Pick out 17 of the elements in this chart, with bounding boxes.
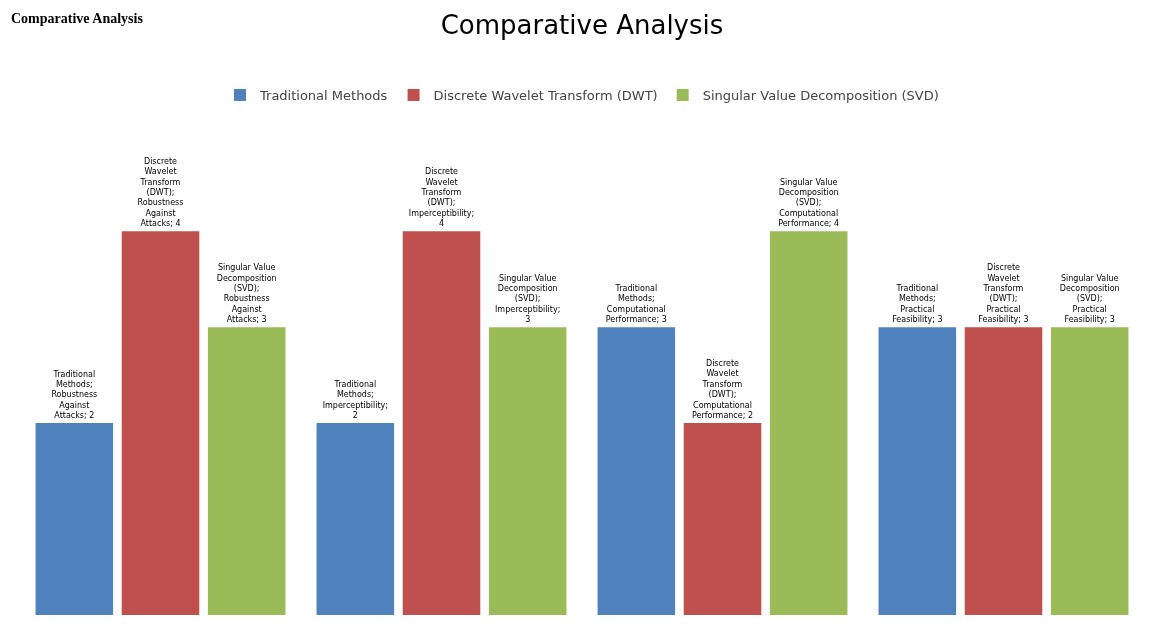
- chart-title: Comparative Analysis: [440, 10, 724, 41]
- data-label: Discrete Wavelet Transform (DWT); Robustness Against Attacks; 4: [137, 156, 184, 229]
- data-label: Traditional Methods; Robustness Against Attacks; 2: [51, 369, 98, 421]
- data-label: Singular Value Decomposition (SVD); Imperceptibility; 3: [495, 273, 561, 325]
- legend-label: Discrete Wavelet Transform (DWT): [433, 88, 658, 104]
- data-label: Discrete Wavelet Transform (DWT); Imperceptibility; 4: [408, 167, 475, 229]
- legend-label: Traditional Methods: [259, 88, 388, 104]
- data-label: Traditional Methods; Imperceptibility; 2: [322, 379, 388, 421]
- data-label: Discrete Wavelet Transform (DWT); Practical Feasibility; 3: [978, 263, 1029, 325]
- legend-label: Singular Value Decomposition (SVD): [702, 88, 939, 104]
- text: Comparative Analysis: [11, 11, 144, 26]
- data-label: Discrete Wavelet Transform (DWT); Computational Performance; 2: [691, 359, 754, 421]
- data-label: Singular Value Decomposition (SVD); Computational Performance; 4: [778, 177, 840, 229]
- data-label: Singular Value Decomposition (SVD); Robustness Against Attacks; 3: [216, 263, 277, 325]
- data-label: Traditional Methods; Practical Feasibility; 3: [892, 283, 943, 325]
- data-label: Singular Value Decomposition (SVD); Practical Feasibility; 3: [1059, 273, 1120, 325]
- data-label: Traditional Methods; Computational Performance; 3: [605, 283, 667, 325]
